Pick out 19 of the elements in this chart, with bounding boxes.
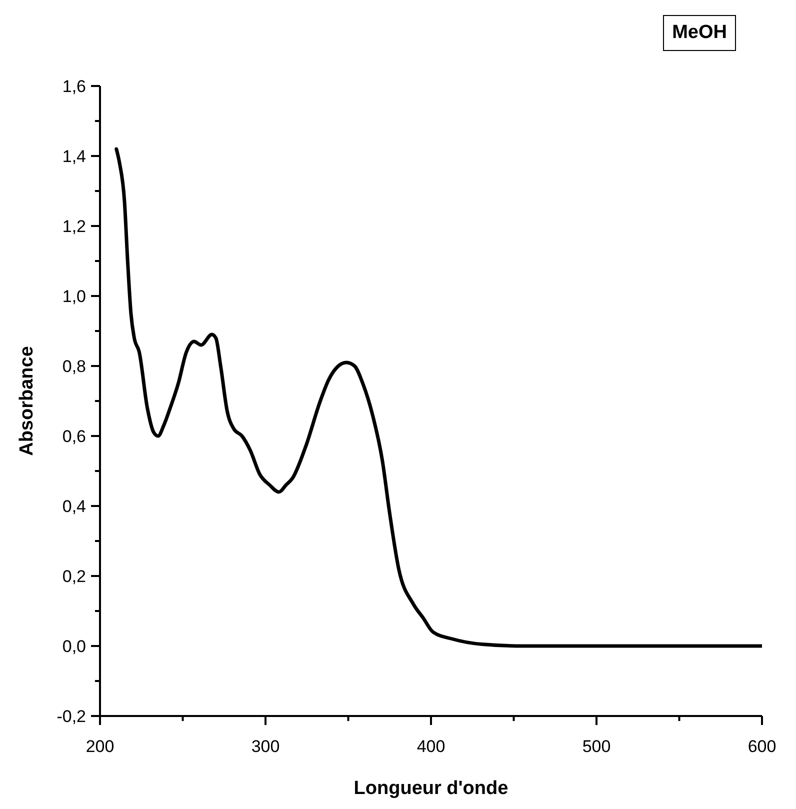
x-axis-title: Longueur d'onde	[354, 778, 508, 799]
y-tick-label: 1,4	[62, 147, 86, 166]
y-tick-label: 0,6	[62, 427, 86, 446]
y-tick-label: 0,2	[62, 567, 86, 586]
y-tick-label: 1,6	[62, 77, 86, 96]
y-tick-label: 0,0	[62, 637, 86, 656]
line-series	[114, 147, 762, 648]
y-tick-label: 0,4	[62, 497, 86, 516]
y-tick-label: 0,8	[62, 357, 86, 376]
text: MeOH	[663, 15, 736, 51]
y-tick-label: 1,2	[62, 217, 86, 236]
y-tick-label: -0,2	[56, 707, 86, 726]
x-tick-label: 400	[416, 737, 446, 756]
y-tick-label: 1,0	[62, 287, 86, 306]
y-axis-title: Absorbance	[16, 346, 38, 456]
x-tick-label: 200	[86, 737, 114, 756]
x-tick-label: 600	[748, 737, 776, 756]
x-tick-label: 500	[582, 737, 611, 756]
x-tick-label: 300	[251, 737, 280, 756]
